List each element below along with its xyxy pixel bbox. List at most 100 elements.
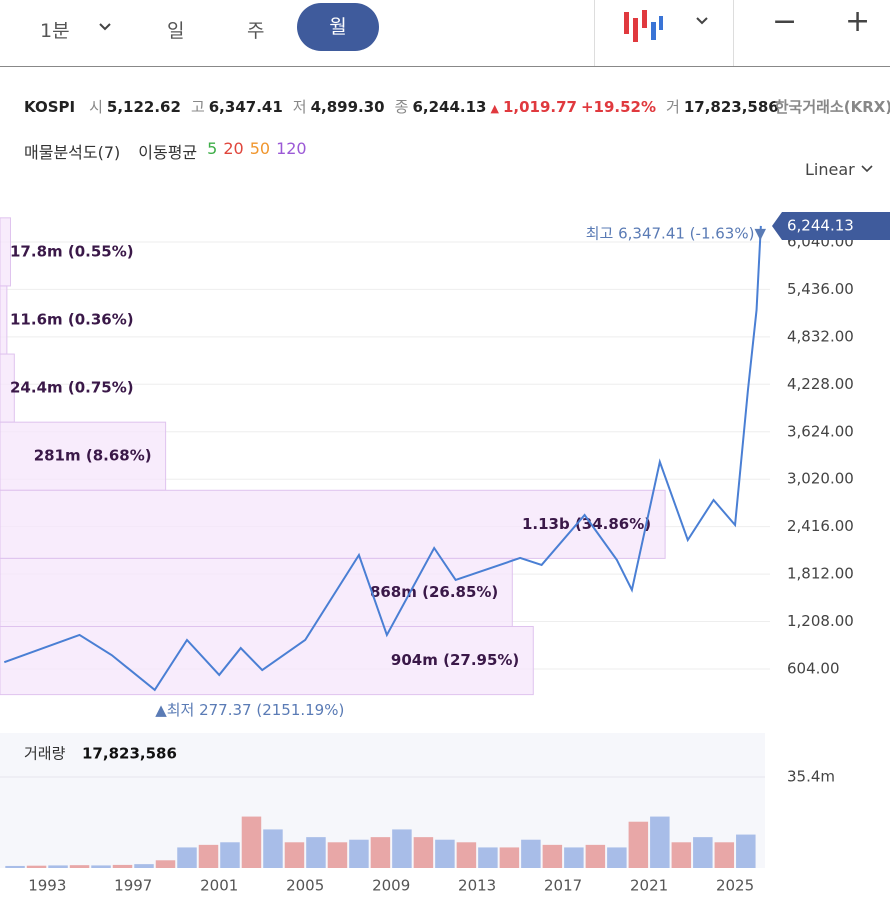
- volume-bar: [671, 842, 692, 868]
- value: 4,899.30: [310, 98, 385, 116]
- interval[interactable]: 일: [167, 20, 185, 42]
- volume-profile-bar: [0, 626, 534, 696]
- volume-bar: [134, 864, 154, 868]
- volume-bar: [564, 847, 584, 868]
- volume-bar: [5, 865, 25, 868]
- x-tick-label: 2017: [544, 877, 582, 895]
- value: 6,244.13: [412, 98, 487, 116]
- volume-profile-bar: [0, 285, 8, 355]
- arrow: ▲: [490, 102, 499, 115]
- volume-bar: [650, 816, 670, 868]
- change-pct: +19.52%: [580, 98, 657, 116]
- volume-bar: [327, 842, 348, 868]
- volume-bar: [198, 844, 219, 868]
- y-tick-label: 1,812.00: [787, 565, 854, 583]
- label: 거: [666, 98, 680, 116]
- divider: [733, 0, 734, 66]
- volume-profile-bar: [0, 489, 666, 559]
- label: 저: [292, 98, 307, 116]
- x-tick-label: 2021: [630, 877, 668, 895]
- volume-profile-label: 11.6m (0.36%): [10, 311, 134, 329]
- scale-select[interactable]: Linear: [805, 160, 874, 179]
- ma-label[interactable]: 이동평균: [138, 143, 198, 162]
- chart-type-icon[interactable]: [622, 8, 664, 44]
- volume-bar: [714, 842, 735, 868]
- volume-last: 17,823,586: [82, 745, 177, 763]
- volume-bar: [241, 816, 262, 868]
- symbol: KOSPI: [24, 98, 76, 116]
- volume-profile-label: 24.4m (0.75%): [10, 379, 134, 397]
- ma-period: 5: [207, 139, 218, 158]
- y-tick-label: 2,416.00: [787, 517, 854, 535]
- price-line: [3, 225, 762, 692]
- x-tick-label: 2013: [458, 877, 496, 895]
- volume-bar: [91, 865, 111, 868]
- volume-bar: [607, 847, 627, 868]
- y-tick-label: 3,624.00: [787, 422, 854, 440]
- volume-bar: [542, 844, 563, 868]
- separator: [0, 66, 890, 67]
- volume-bar: [478, 847, 498, 868]
- chevron[interactable]: [98, 20, 112, 34]
- volume-bar: [349, 839, 369, 868]
- volume-bar: [370, 837, 391, 868]
- volume-bar: [48, 865, 68, 868]
- volume-profile-label: 868m (26.85%): [370, 583, 498, 601]
- y-tick-label: 4,228.00: [787, 375, 854, 393]
- interval[interactable]: 주: [247, 20, 265, 42]
- label: 종: [394, 98, 409, 116]
- volume-bar: [220, 842, 240, 868]
- volume-bar: [585, 844, 606, 868]
- value: 6,347.41: [208, 98, 283, 116]
- volume-bar: [26, 865, 47, 868]
- volume-bar: [177, 847, 197, 868]
- y-tick-label: 5,436.00: [787, 280, 854, 298]
- y-tick-label: 604.00: [787, 659, 840, 677]
- volume-bar: [112, 864, 133, 868]
- ma-period: 120: [276, 139, 307, 158]
- volume-bar: [392, 829, 412, 868]
- x-tick-label: 2025: [716, 877, 754, 895]
- label: 고: [190, 98, 205, 116]
- change: 1,019.77: [502, 98, 577, 116]
- divider: [594, 0, 595, 66]
- volume-profile-label: 904m (27.95%): [391, 651, 519, 669]
- zoom-out[interactable]: −: [772, 4, 798, 39]
- volume-profile-label: 17.8m (0.55%): [10, 242, 134, 260]
- volume-bar: [628, 821, 649, 868]
- volume-profile-bar: [0, 421, 167, 491]
- volume-bar: [693, 837, 713, 868]
- volume-title: 거래량: [24, 745, 66, 763]
- profile-label[interactable]: 매물분석도(7): [24, 143, 121, 162]
- volume-bar: [263, 829, 283, 868]
- volume-bar: [456, 842, 477, 868]
- volume-bar: [413, 837, 434, 868]
- ma-period: 20: [223, 139, 244, 158]
- x-tick-label: 1997: [114, 877, 152, 895]
- label: 시: [89, 98, 103, 116]
- indicator-bar: 매물분석도(7) 이동평균 5 20 50 120: [24, 139, 307, 163]
- volume-bar: [306, 837, 326, 868]
- last-price-label: 6,244.13: [787, 216, 854, 234]
- volume-bar: [69, 865, 90, 868]
- volume-bar: [435, 839, 455, 868]
- chevron: [861, 165, 873, 173]
- interval-selected[interactable]: 월: [297, 3, 379, 51]
- y-tick-label: 35.4m: [787, 767, 835, 785]
- zoom-in[interactable]: +: [845, 4, 871, 39]
- x-tick-label: 2001: [200, 877, 238, 895]
- quote-bar: KOSPI 시 5,122.62 고 6,347.41 저 4,899.30 종 6,2…: [24, 96, 890, 117]
- interval[interactable]: 1분: [40, 20, 70, 42]
- chevron[interactable]: [695, 14, 709, 28]
- volume-profile-label: 1.13b (34.86%): [522, 515, 651, 533]
- value: 5,122.62: [106, 98, 181, 116]
- volume-bar: [284, 842, 305, 868]
- y-tick-label: 4,832.00: [787, 327, 854, 345]
- last-price-tag: [772, 211, 890, 240]
- high-annotation: 최고 6,347.41 (-1.63%)▼: [586, 224, 767, 242]
- x-tick-label: 1993: [28, 877, 66, 895]
- volume-bar: [155, 860, 176, 868]
- volume-bar: [499, 847, 520, 868]
